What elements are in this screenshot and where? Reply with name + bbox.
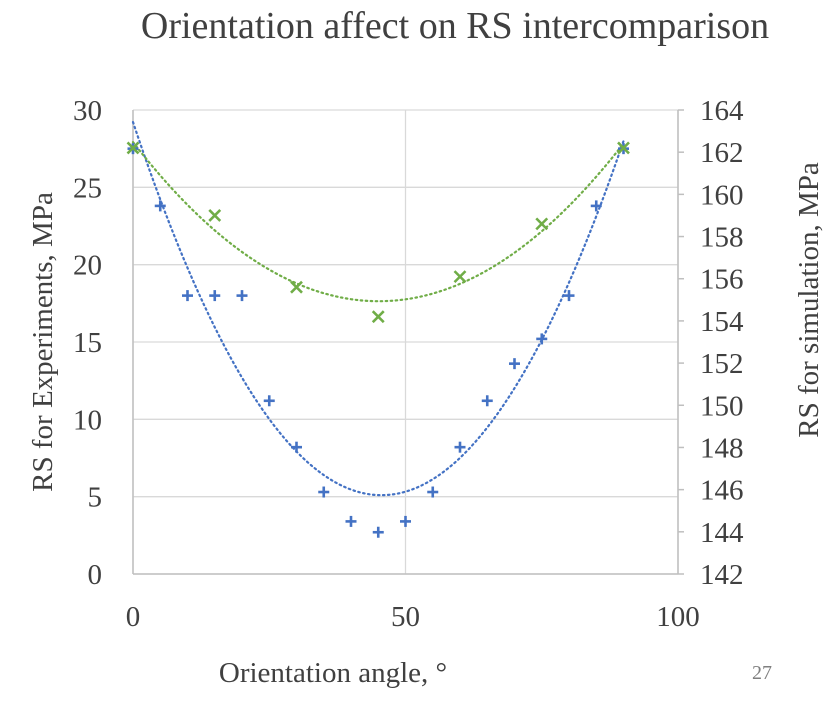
trendline-series-2 [131, 141, 625, 303]
plus-marker-series-1 [400, 515, 411, 527]
plus-marker-series-1 [345, 515, 357, 527]
plus-marker-series-1 [427, 486, 439, 498]
x-marker-series-2 [535, 217, 549, 231]
right-axis-ticks: 142 144 146 148 150 152 154 156 158 160 162 164 [678, 95, 744, 591]
x-marker-series-2 [453, 270, 467, 284]
trendline-series-1 [131, 121, 625, 497]
plus-marker-series-1 [291, 441, 302, 453]
right-axis-title: RS for simulation, MPa [793, 162, 825, 438]
chart-title: Orientation affect on RS intercomparison [141, 5, 769, 47]
x-marker-series-2 [290, 280, 303, 294]
y2-tick-label: 152 [700, 348, 744, 380]
plus-marker-series-1 [454, 441, 466, 453]
x-tick-label: 50 [391, 601, 420, 633]
x-tick-label: 0 [126, 601, 141, 633]
x-marker-series-2 [617, 141, 630, 155]
y2-tick-label: 148 [700, 432, 744, 464]
y-tick-label: 0 [88, 559, 103, 591]
x-marker-series-2 [126, 141, 140, 155]
y2-tick-label: 142 [700, 559, 744, 591]
plus-marker-series-1 [236, 290, 248, 302]
axes [132, 110, 679, 575]
plus-marker-series-1 [263, 395, 275, 407]
plus-marker-series-1 [536, 333, 548, 345]
plus-marker-series-1 [563, 290, 575, 302]
y-tick-label: 5 [88, 482, 103, 514]
y2-tick-label: 158 [700, 222, 744, 254]
y-tick-label: 25 [73, 172, 102, 204]
x-marker-series-2 [208, 209, 222, 222]
plus-marker-series-1 [372, 526, 384, 538]
y2-tick-label: 144 [700, 517, 744, 549]
y2-tick-label: 146 [700, 475, 744, 507]
plus-marker-series-1 [509, 358, 520, 370]
plus-marker-series-1 [154, 200, 166, 212]
y2-tick-label: 164 [700, 95, 744, 127]
y2-tick-label: 162 [700, 137, 744, 169]
y2-tick-label: 154 [700, 306, 744, 338]
y2-tick-label: 150 [700, 390, 744, 422]
plus-marker-series-1 [590, 200, 602, 212]
x-axis-title: Orientation angle, ° [219, 657, 447, 689]
y2-tick-label: 160 [700, 179, 744, 211]
x-tick-label: 100 [656, 601, 700, 633]
plus-marker-series-1 [481, 395, 493, 407]
data-markers [126, 141, 630, 538]
left-axis-ticks: 0 5 10 15 20 25 30 [73, 95, 102, 591]
gridlines [132, 109, 679, 575]
slide-number: 27 [752, 662, 772, 684]
y-tick-label: 30 [73, 95, 102, 127]
x-marker-series-2 [371, 310, 385, 324]
y-tick-label: 15 [73, 327, 102, 359]
y-tick-label: 20 [73, 250, 102, 282]
x-axis-ticks: 0 50 100 [126, 601, 700, 633]
y-tick-label: 10 [73, 404, 102, 436]
left-axis-title: RS for Experiments, MPa [27, 192, 59, 492]
y2-tick-label: 156 [700, 264, 744, 296]
plus-marker-series-1 [209, 290, 221, 302]
plus-marker-series-1 [318, 486, 330, 498]
plus-marker-series-1 [182, 290, 193, 302]
trendlines [131, 121, 625, 497]
